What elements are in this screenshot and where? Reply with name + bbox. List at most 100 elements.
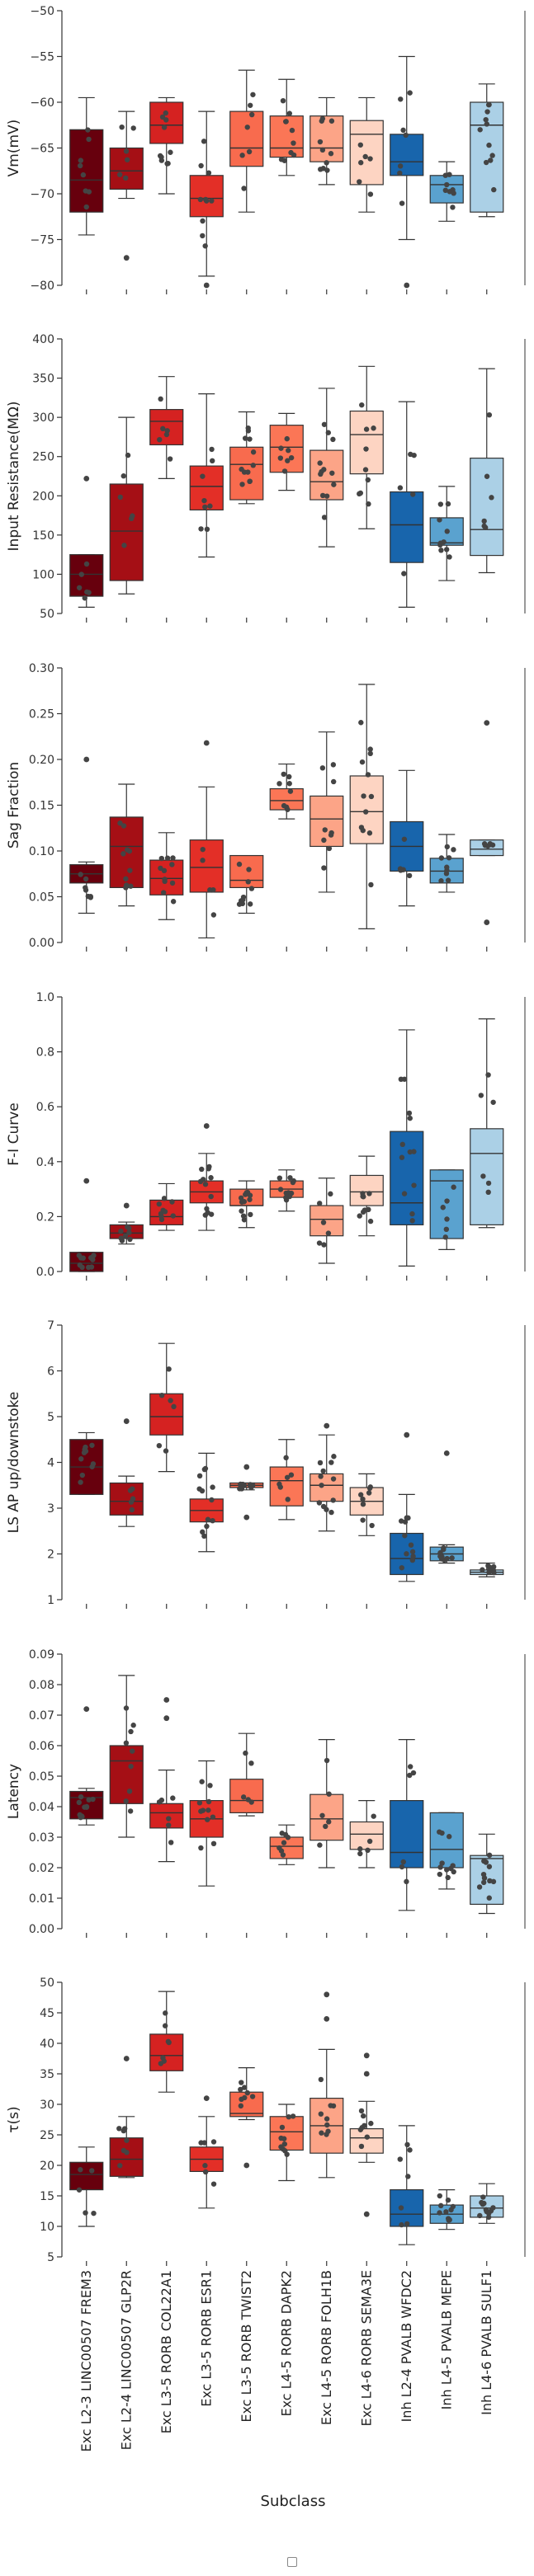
y-axis-label: Input Resistance(MΩ) <box>6 402 22 552</box>
box-9 <box>390 1739 424 1911</box>
data-point <box>439 1830 445 1836</box>
x-tick-label: Exc L4-5 RORB FOLH1B <box>319 2270 334 2425</box>
data-point <box>366 1206 371 1213</box>
data-point <box>85 127 91 133</box>
data-point <box>208 1193 214 1200</box>
data-point <box>161 1196 168 1201</box>
y-tick-label: 4 <box>47 1457 54 1470</box>
data-point <box>490 1099 496 1105</box>
data-point <box>319 492 326 499</box>
data-point <box>238 2103 244 2109</box>
box-5 <box>229 1732 264 1817</box>
x-tick-label: Exc L3-5 RORB ESR1 <box>198 2270 214 2407</box>
data-point <box>445 2197 451 2203</box>
data-point <box>362 153 368 160</box>
data-point <box>239 466 244 472</box>
data-point <box>201 2140 208 2146</box>
data-point <box>366 501 371 507</box>
data-point <box>442 1234 448 1240</box>
y-tick-label: 0.08 <box>29 1679 54 1692</box>
data-point <box>404 2221 410 2227</box>
data-point <box>286 781 292 787</box>
data-point <box>328 1191 333 1197</box>
data-point <box>447 2216 452 2223</box>
box-1 <box>69 475 104 608</box>
data-point <box>289 127 295 134</box>
outlier-point <box>83 1178 90 1184</box>
data-point <box>320 166 326 172</box>
data-point <box>330 762 337 768</box>
data-point <box>277 455 284 461</box>
box-9 <box>390 55 424 289</box>
data-point <box>409 1549 416 1555</box>
data-point <box>249 111 255 118</box>
data-point <box>450 1863 456 1869</box>
data-point <box>404 2141 410 2148</box>
data-point <box>358 160 364 166</box>
data-point <box>366 830 373 836</box>
data-point <box>276 781 282 787</box>
data-point <box>367 750 373 757</box>
box-iqr <box>390 1800 424 1869</box>
data-point <box>397 485 404 491</box>
data-point <box>368 793 375 800</box>
data-point <box>360 1191 366 1196</box>
y-tick-label: 2 <box>47 1549 54 1562</box>
box-iqr <box>390 491 424 563</box>
data-point <box>318 2076 324 2083</box>
data-point <box>404 1878 409 1885</box>
data-point <box>241 186 247 191</box>
box-7 <box>310 96 344 186</box>
data-point <box>83 885 88 891</box>
y-tick-label: −75 <box>30 234 54 247</box>
y-tick-label: 350 <box>32 373 54 386</box>
data-point <box>324 493 330 499</box>
data-point <box>399 2221 404 2228</box>
data-point <box>371 425 376 431</box>
data-point <box>438 548 444 553</box>
data-point <box>160 425 166 432</box>
data-point <box>287 1175 293 1181</box>
data-point <box>482 842 489 848</box>
data-point <box>358 2108 365 2114</box>
data-point <box>331 1454 337 1460</box>
data-point <box>402 1519 409 1525</box>
data-point <box>407 90 413 96</box>
data-point <box>202 1181 209 1187</box>
data-point <box>438 878 444 884</box>
data-point <box>486 1852 493 1859</box>
data-point <box>161 867 168 874</box>
data-point <box>450 204 456 210</box>
data-point <box>87 895 93 900</box>
data-point <box>286 2114 292 2120</box>
box-10 <box>429 834 464 893</box>
data-point <box>442 187 449 194</box>
data-point <box>206 1798 212 1805</box>
data-point <box>89 1442 95 1448</box>
data-point <box>160 890 167 895</box>
box-3 <box>149 1182 184 1231</box>
y-tick-label: 0.4 <box>36 1156 54 1169</box>
box-5 <box>229 1180 264 1229</box>
data-point <box>444 1198 450 1204</box>
y-tick-label: 0.10 <box>29 845 54 858</box>
data-point <box>170 899 177 905</box>
data-point <box>202 2169 209 2175</box>
data-point <box>124 157 130 162</box>
data-point <box>243 1750 248 1756</box>
data-point <box>446 855 452 861</box>
data-point <box>77 162 83 169</box>
y-tick-label: 1 <box>47 1594 54 1607</box>
box-11 <box>470 1018 504 1229</box>
data-point <box>158 865 163 872</box>
y-tick-label: 0.00 <box>29 937 54 950</box>
data-point <box>443 871 450 877</box>
y-tick-label: 5 <box>47 2251 54 2264</box>
data-point <box>210 1517 215 1524</box>
data-point <box>281 802 287 809</box>
box-9 <box>390 769 424 907</box>
data-point <box>130 513 135 519</box>
box-2 <box>109 110 144 261</box>
data-point <box>367 191 374 197</box>
